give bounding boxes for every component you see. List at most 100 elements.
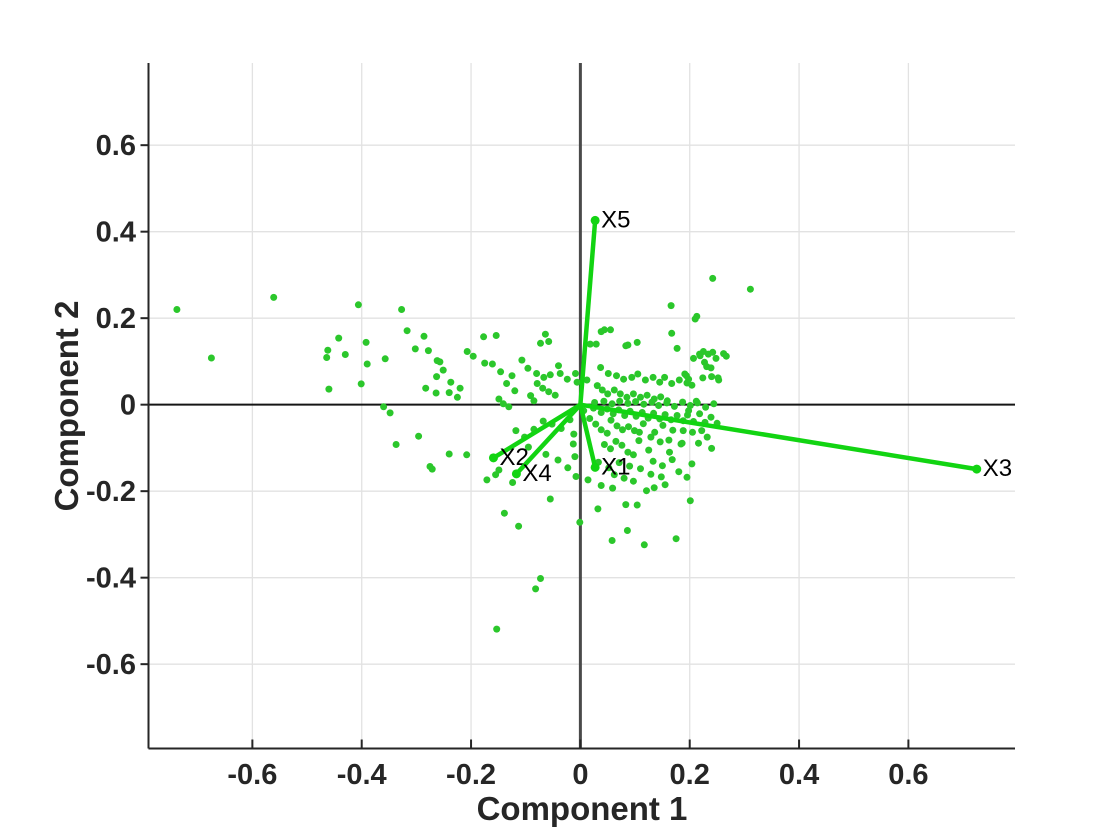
scatter-point (493, 625, 501, 633)
scatter-point (386, 409, 394, 417)
scatter-point (637, 393, 644, 401)
vector-endpoint-x3 (972, 464, 982, 474)
scatter-point (540, 373, 548, 381)
scatter-point (647, 470, 655, 478)
scatter-point (605, 464, 613, 472)
scatter-point (500, 509, 508, 517)
scatter-point (411, 345, 419, 353)
axis-titles: Component 1 Component 2 (48, 301, 687, 827)
scatter-point (624, 399, 632, 407)
scatter-point (666, 448, 673, 456)
scatter-point (675, 376, 683, 384)
scatter-point (539, 417, 547, 425)
scatter-point (592, 420, 600, 428)
scatter-point (686, 497, 694, 505)
scatter-point (546, 371, 554, 379)
scatter-point (598, 386, 606, 394)
scatter-point (669, 426, 677, 434)
scatter-point (524, 443, 532, 451)
scatter-point (618, 441, 626, 449)
scatter-point (325, 385, 333, 393)
scatter-point (628, 373, 636, 381)
scatter-point (675, 468, 683, 476)
scatter-point (380, 403, 388, 411)
scatter-point (554, 456, 562, 464)
scatter-point (569, 440, 577, 448)
scatter-point (610, 471, 618, 479)
vector-line-x2 (491, 402, 583, 461)
scatter-point (632, 398, 640, 406)
scatter-point (690, 354, 697, 362)
scatter-point (622, 501, 630, 509)
scatter-point (481, 359, 489, 367)
scatter-point (670, 402, 678, 410)
scatter-point (354, 301, 362, 309)
scatter-point (643, 391, 651, 399)
scatter-point (613, 372, 620, 380)
scatter-point (613, 422, 621, 430)
scatter-point (710, 400, 718, 408)
scatter-point (668, 380, 676, 387)
scatter-point (693, 399, 701, 407)
scatter-point (637, 465, 644, 473)
scatter-point (698, 427, 706, 435)
scatter-point (492, 332, 500, 339)
scatter-point (363, 360, 371, 368)
scatter-point (545, 388, 553, 396)
scatter-point (610, 386, 618, 394)
scatter-point (420, 332, 428, 340)
scatter-point (572, 370, 579, 377)
scatter-point (683, 473, 691, 481)
scatter-point (495, 395, 503, 403)
scatter-point (341, 351, 349, 358)
scatter-point (616, 390, 624, 398)
scatter-point (607, 445, 614, 453)
scatter-point (600, 441, 608, 448)
scatter-point (667, 302, 675, 310)
vector-line-x4 (514, 402, 583, 477)
scatter-point (539, 384, 547, 392)
scatter-point (722, 352, 730, 360)
scatter-point (656, 438, 664, 446)
scatter-point (335, 334, 343, 342)
vector-endpoint-x2 (488, 453, 498, 463)
x-tick-label: 0 (572, 759, 588, 791)
scatter-point (527, 392, 535, 400)
y-axis-title: Component 2 (48, 301, 85, 512)
scatter-point (403, 327, 411, 335)
scatter-point (629, 451, 637, 459)
scatter-point (422, 384, 430, 392)
scatter-point (625, 423, 632, 431)
scatter-point (659, 421, 667, 429)
vector-label-x4: X4 (522, 460, 551, 487)
scatter-point (576, 518, 584, 526)
scatter-point (573, 378, 581, 386)
scatter-point (641, 376, 649, 384)
scatter-point (620, 375, 628, 383)
scatter-point (635, 437, 643, 445)
scatter-point (483, 476, 491, 484)
scatter-point (657, 473, 665, 481)
scatter-point (555, 362, 562, 370)
vector-line-x3 (578, 402, 979, 472)
scatter-point (650, 484, 658, 492)
scatter-point (392, 441, 400, 448)
scatter-point (537, 575, 544, 582)
scatter-point (447, 378, 455, 386)
scatter-points (173, 274, 754, 633)
scatter-point (673, 412, 681, 419)
scatter-point (645, 446, 653, 454)
scatter-point (597, 482, 605, 489)
scatter-point (607, 326, 614, 334)
scatter-point (688, 381, 696, 389)
scatter-point (639, 420, 647, 428)
vector-label-x1: X1 (601, 453, 630, 480)
y-tick-label: -0.2 (86, 476, 136, 508)
scatter-point (433, 373, 441, 381)
scatter-point (640, 541, 648, 549)
scatter-point (682, 372, 690, 380)
scatter-point (586, 415, 594, 422)
scatter-point (597, 426, 605, 434)
scatter-point (571, 453, 579, 461)
scatter-point (607, 416, 615, 424)
